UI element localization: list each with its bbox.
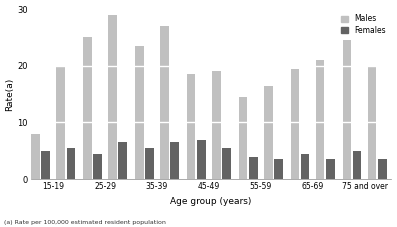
Bar: [316, 60, 324, 179]
Bar: [274, 159, 283, 179]
Bar: [301, 154, 310, 179]
Bar: [378, 159, 387, 179]
Bar: [83, 37, 92, 179]
Bar: [67, 148, 75, 179]
Bar: [353, 151, 361, 179]
Bar: [212, 72, 221, 179]
Bar: [326, 159, 335, 179]
Bar: [135, 46, 144, 179]
Bar: [222, 148, 231, 179]
Bar: [93, 154, 102, 179]
Bar: [291, 69, 299, 179]
Bar: [368, 66, 376, 179]
Legend: Males, Females: Males, Females: [339, 13, 387, 36]
Bar: [118, 142, 127, 179]
Bar: [239, 97, 247, 179]
Bar: [41, 151, 50, 179]
Bar: [56, 66, 65, 179]
Bar: [145, 148, 154, 179]
Text: (a) Rate per 100,000 estimated resident population: (a) Rate per 100,000 estimated resident …: [4, 220, 166, 225]
Bar: [108, 15, 117, 179]
Y-axis label: Rate(a): Rate(a): [6, 77, 15, 111]
Bar: [343, 40, 351, 179]
X-axis label: Age group (years): Age group (years): [170, 197, 252, 206]
Bar: [197, 140, 206, 179]
Bar: [170, 142, 179, 179]
Bar: [31, 134, 40, 179]
Bar: [187, 74, 195, 179]
Bar: [264, 86, 272, 179]
Bar: [160, 26, 169, 179]
Bar: [249, 157, 258, 179]
